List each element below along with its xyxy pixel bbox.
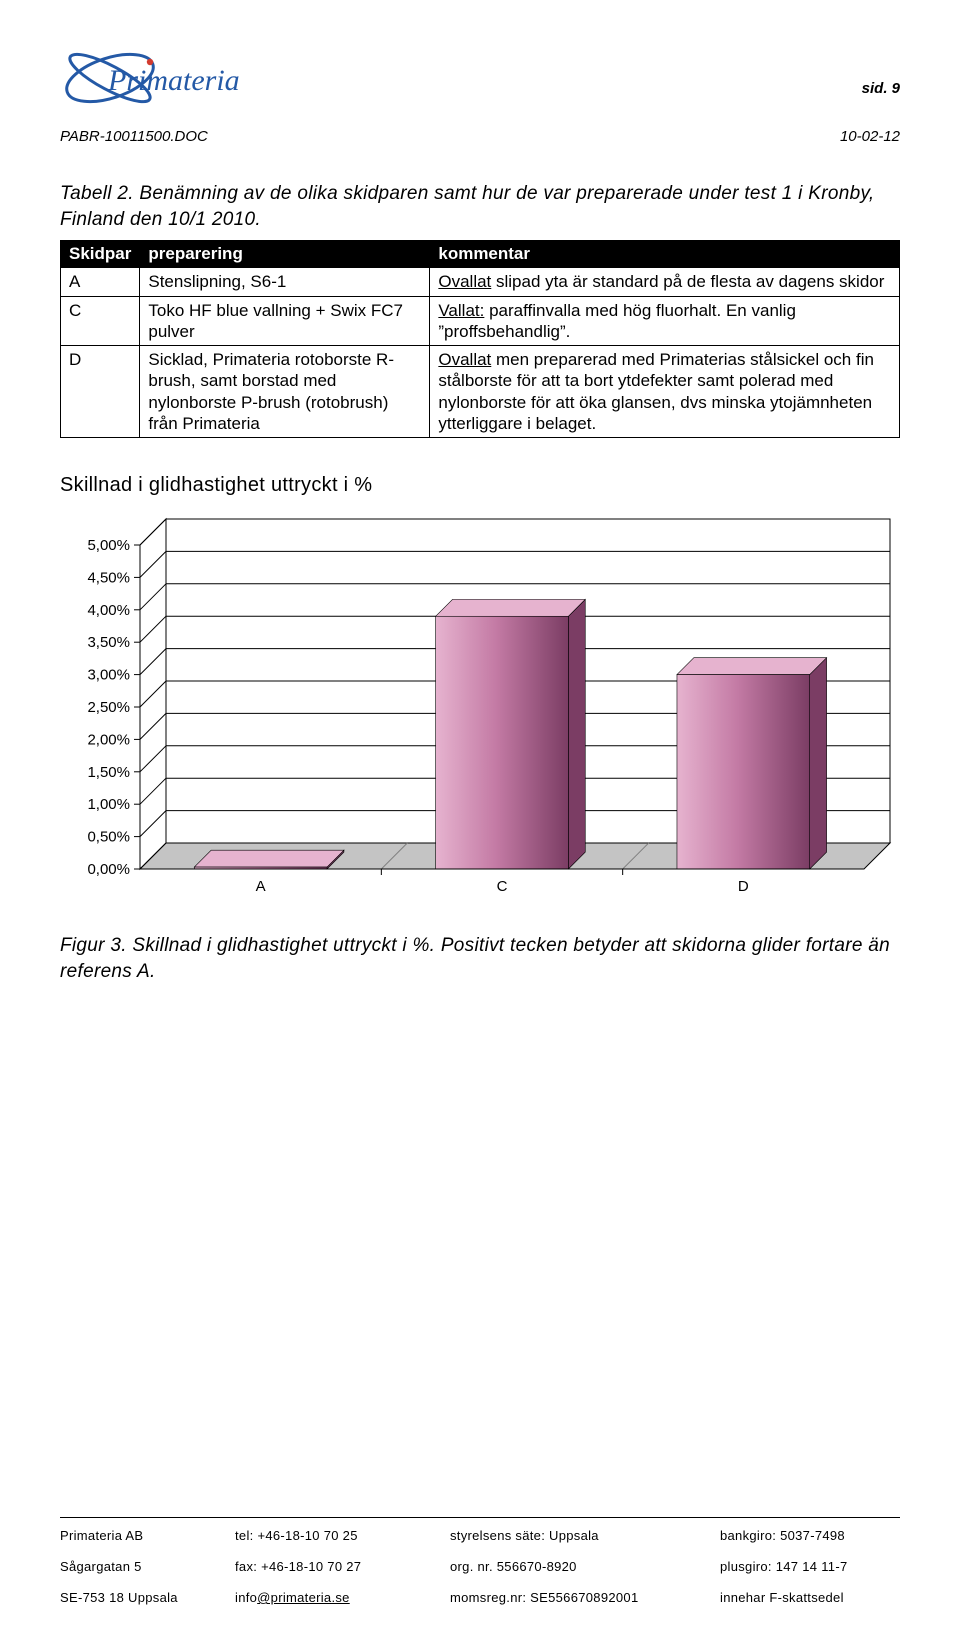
table-cell: Vallat: paraffinvalla med hög fluorhalt.… [430, 296, 900, 346]
table-header: Skidpar [61, 241, 140, 268]
table-row: CToko HF blue vallning + Swix FC7 pulver… [61, 296, 900, 346]
header-row: Primateria sid. 9 [60, 40, 900, 120]
footer-cell: SE-753 18 Uppsala [60, 1590, 235, 1605]
footer-cell: fax: +46-18-10 70 27 [235, 1559, 450, 1574]
table-cell: Sicklad, Primateria rotoborste R-brush, … [140, 346, 430, 438]
svg-text:D: D [738, 878, 749, 895]
svg-text:A: A [256, 878, 266, 895]
footer-cell: innehar F-skattsedel [720, 1590, 900, 1605]
table-cell: Toko HF blue vallning + Swix FC7 pulver [140, 296, 430, 346]
table-header: kommentar [430, 241, 900, 268]
table-row: AStenslipning, S6-1Ovallat slipad yta är… [61, 268, 900, 296]
logo-svg: Primateria [60, 40, 270, 115]
table-caption: Tabell 2. Benämning av de olika skidpare… [60, 181, 900, 232]
table-cell: D [61, 346, 140, 438]
footer-cell: tel: +46-18-10 70 25 [235, 1528, 450, 1543]
logo-text: Primateria [107, 64, 240, 97]
svg-text:4,00%: 4,00% [87, 602, 130, 619]
svg-text:5,00%: 5,00% [87, 537, 130, 554]
footer-row: Primateria ABtel: +46-18-10 70 25styrels… [60, 1528, 900, 1543]
doc-meta-row: PABR-10011500.DOC 10-02-12 [60, 128, 900, 145]
footer-cell: Primateria AB [60, 1528, 235, 1543]
svg-text:0,00%: 0,00% [87, 861, 130, 878]
table-cell: C [61, 296, 140, 346]
page-number: sid. 9 [862, 80, 900, 97]
doc-date: 10-02-12 [840, 128, 900, 145]
table-header: preparering [140, 241, 430, 268]
footer-cell: styrelsens säte: Uppsala [450, 1528, 720, 1543]
svg-text:0,50%: 0,50% [87, 829, 130, 846]
chart-section: Skillnad i glidhastighet uttryckt i % 0,… [60, 474, 900, 899]
data-table: Skidpar preparering kommentar AStenslipn… [60, 240, 900, 438]
page: Primateria sid. 9 PABR-10011500.DOC 10-0… [0, 0, 960, 1645]
footer-row: SE-753 18 Uppsalainfo@primateria.semomsr… [60, 1590, 900, 1605]
doc-code: PABR-10011500.DOC [60, 128, 208, 145]
footer-cell: bankgiro: 5037-7498 [720, 1528, 900, 1543]
svg-text:4,50%: 4,50% [87, 569, 130, 586]
footer-email-link[interactable]: @primateria.se [257, 1590, 350, 1605]
table-header-row: Skidpar preparering kommentar [61, 241, 900, 268]
table-cell: Ovallat slipad yta är standard på de fle… [430, 268, 900, 296]
svg-text:2,00%: 2,00% [87, 731, 130, 748]
logo: Primateria [60, 40, 270, 120]
table-cell: Stenslipning, S6-1 [140, 268, 430, 296]
svg-text:C: C [497, 878, 508, 895]
svg-text:2,50%: 2,50% [87, 699, 130, 716]
footer-row: Sågargatan 5fax: +46-18-10 70 27org. nr.… [60, 1559, 900, 1574]
chart-title: Skillnad i glidhastighet uttryckt i % [60, 474, 900, 497]
footer: Primateria ABtel: +46-18-10 70 25styrels… [60, 1517, 900, 1605]
footer-cell: momsreg.nr: SE556670892001 [450, 1590, 720, 1605]
footer-cell: Sågargatan 5 [60, 1559, 235, 1574]
table-row: DSicklad, Primateria rotoborste R-brush,… [61, 346, 900, 438]
footer-cell: org. nr. 556670-8920 [450, 1559, 720, 1574]
svg-text:3,50%: 3,50% [87, 634, 130, 651]
table-cell: Ovallat men preparerad med Primaterias s… [430, 346, 900, 438]
chart: 0,00% 0,50% 1,00% 1,50% 2,00% 2,50% 3,00% 3,50%… [60, 509, 900, 899]
svg-text:1,00%: 1,00% [87, 796, 130, 813]
svg-text:3,00%: 3,00% [87, 667, 130, 684]
table-cell: A [61, 268, 140, 296]
footer-cell: plusgiro: 147 14 11-7 [720, 1559, 900, 1574]
svg-text:1,50%: 1,50% [87, 764, 130, 781]
footer-cell: info@primateria.se [235, 1590, 450, 1605]
figure-caption: Figur 3. Skillnad i glidhastighet uttryc… [60, 933, 900, 984]
